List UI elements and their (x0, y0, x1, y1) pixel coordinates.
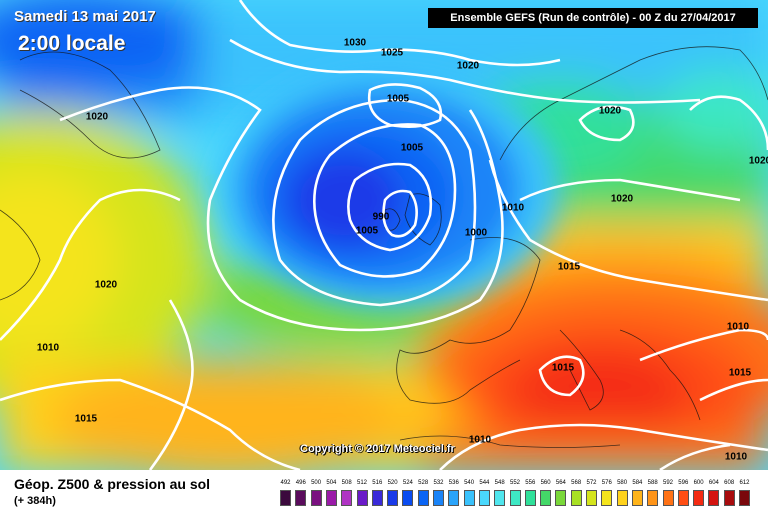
legend-value-label: 524 (402, 480, 413, 486)
forecast-lead-time: (+ 384h) (14, 495, 56, 507)
legend-color-swatch (325, 490, 337, 506)
color-legend: 492 496 500 504 508 512 516 520 524 528 532 536 540 5… (280, 480, 756, 510)
legend-color-swatch (387, 490, 399, 506)
geopotential-field (0, 0, 768, 470)
legend-color-swatch (356, 490, 368, 506)
legend-color-swatch (295, 490, 307, 506)
legend-color-swatch (494, 490, 506, 506)
legend-color-swatch (463, 490, 475, 506)
legend-color-swatch (371, 490, 383, 506)
legend-value-label: 552 (509, 480, 520, 486)
legend-color-swatch (647, 490, 659, 506)
isobar-label: 1010 (501, 202, 525, 214)
legend-value-label: 572 (586, 480, 597, 486)
legend-value-label: 512 (356, 480, 367, 486)
legend-value-label: 568 (571, 480, 582, 486)
legend-color-swatch (601, 490, 613, 506)
legend-color-swatch (310, 490, 322, 506)
legend-color-swatch (433, 490, 444, 506)
legend-value-label: 588 (647, 480, 658, 486)
map-footer: Géop. Z500 & pression au sol (+ 384h) 49… (0, 470, 768, 512)
isobar-label: 1020 (598, 105, 622, 117)
legend-color-swatch (280, 490, 291, 506)
coastlines (0, 46, 768, 448)
isobar-label: 1020 (748, 155, 768, 167)
isobar-label: 1010 (468, 434, 492, 446)
legend-value-label: 576 (601, 480, 612, 486)
isobar-label: 1020 (94, 279, 118, 291)
legend-color-swatch (570, 490, 582, 506)
run-info-banner: Ensemble GEFS (Run de contrôle) - 00 Z d… (428, 8, 758, 28)
isobar-label: 1005 (400, 142, 424, 154)
legend-value-label: 544 (479, 480, 490, 486)
legend-value-label: 492 (280, 480, 291, 486)
isobar-label: 1010 (726, 321, 750, 333)
isobar-label: 1020 (85, 111, 109, 123)
isobars (0, 0, 768, 470)
isobar-label: 1025 (380, 47, 404, 59)
legend-value-label: 532 (433, 480, 444, 486)
legend-color-swatch (723, 490, 735, 506)
legend-color-swatch (739, 490, 750, 506)
isobar-label: 1015 (74, 413, 98, 425)
legend-value-label: 496 (295, 480, 306, 486)
copyright-notice: Copyright © 2017 Meteociel.fr (300, 443, 455, 455)
isobar-label: 990 (372, 211, 390, 223)
isobar-label: 1015 (728, 367, 752, 379)
isobar-label: 1030 (343, 37, 367, 49)
legend-value-label: 548 (494, 480, 505, 486)
map-date: Samedi 13 mai 2017 (14, 8, 156, 25)
isobar-label: 1020 (456, 60, 480, 72)
legend-value-label: 528 (418, 480, 429, 486)
legend-value-label: 508 (341, 480, 352, 486)
legend-value-label: 564 (555, 480, 566, 486)
legend-value-label: 516 (372, 480, 383, 486)
legend-value-label: 612 (739, 480, 750, 486)
isobar-label: 1020 (610, 193, 634, 205)
legend-color-swatch (677, 490, 689, 506)
weather-map: Samedi 13 mai 2017 2:00 locale Ensemble … (0, 0, 768, 470)
map-local-time: 2:00 locale (18, 32, 126, 55)
isobar-label: 1015 (551, 362, 575, 374)
isobar-label: 1000 (464, 227, 488, 239)
legend-color-swatch (448, 490, 460, 506)
isobar-label: 1005 (355, 225, 379, 237)
legend-color-swatch (478, 490, 490, 506)
legend-value-label: 560 (540, 480, 551, 486)
legend-value-label: 584 (632, 480, 643, 486)
legend-color-swatch (524, 490, 536, 506)
legend-value-label: 500 (311, 480, 322, 486)
legend-value-label: 592 (662, 480, 673, 486)
legend-color-swatch (417, 490, 429, 506)
isobar-label: 1015 (557, 261, 581, 273)
legend-value-label: 504 (326, 480, 337, 486)
legend-value-label: 536 (448, 480, 459, 486)
legend-color-swatch (693, 490, 705, 506)
isobar-label: 1010 (724, 451, 748, 463)
legend-color-swatch (586, 490, 597, 506)
legend-value-label: 600 (693, 480, 704, 486)
legend-color-swatch (341, 490, 353, 506)
isobar-label: 1005 (386, 93, 410, 105)
legend-value-label: 604 (708, 480, 719, 486)
legend-color-swatch (616, 490, 628, 506)
legend-value-label: 556 (525, 480, 536, 486)
legend-color-swatch (631, 490, 643, 506)
legend-value-label: 580 (617, 480, 628, 486)
legend-color-swatch (708, 490, 720, 506)
legend-color-swatch (402, 490, 414, 506)
legend-value-label: 596 (678, 480, 689, 486)
legend-value-label: 540 (464, 480, 475, 486)
isobar-label: 1010 (36, 342, 60, 354)
legend-color-swatch (555, 490, 567, 506)
legend-color-swatch (662, 490, 674, 506)
legend-value-label: 608 (724, 480, 735, 486)
map-title: Géop. Z500 & pression au sol (14, 476, 211, 492)
legend-value-label: 520 (387, 480, 398, 486)
legend-color-swatch (540, 490, 552, 506)
legend-color-swatch (509, 490, 521, 506)
